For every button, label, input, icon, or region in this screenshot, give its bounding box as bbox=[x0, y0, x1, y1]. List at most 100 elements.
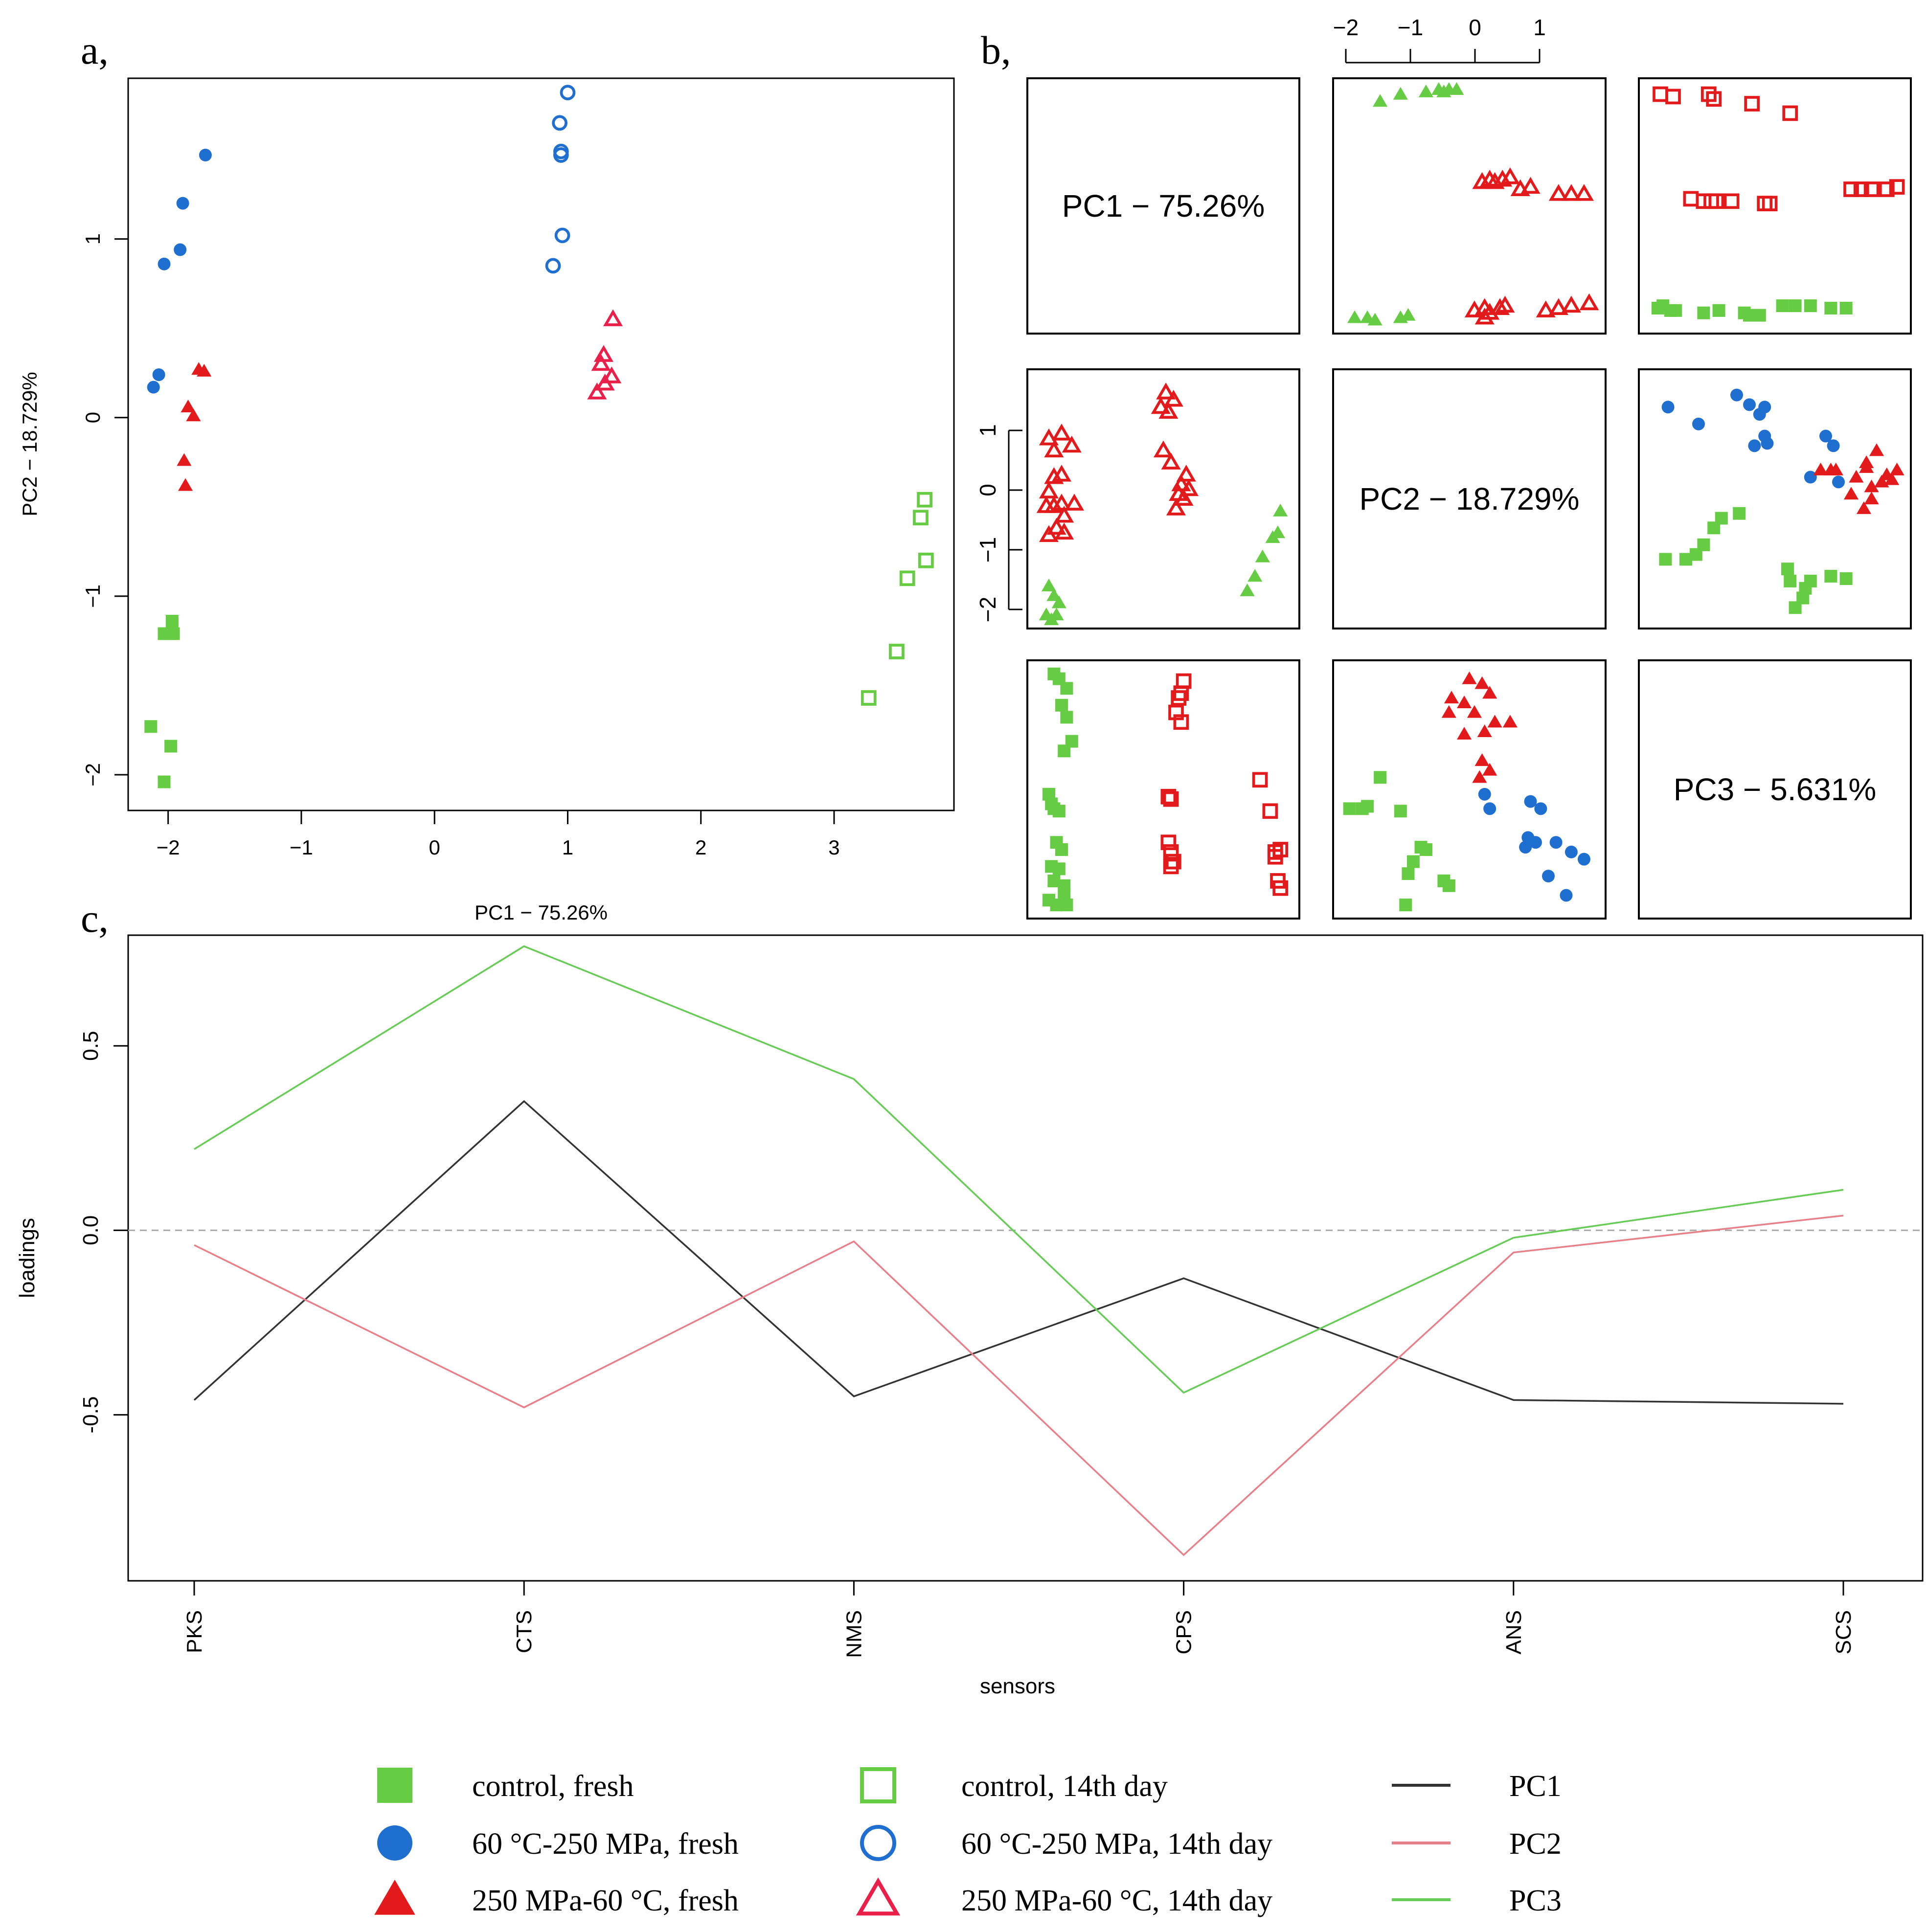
legend-item: PC1 bbox=[1392, 1770, 1562, 1803]
scatter-point bbox=[861, 690, 877, 706]
x-tick-label: 3 bbox=[828, 836, 839, 859]
panel-b-left-axis: −2 −1 0 1 bbox=[975, 424, 1022, 622]
pairs-point bbox=[1160, 788, 1177, 805]
pairs-point bbox=[1462, 671, 1477, 684]
pairs-point bbox=[1054, 506, 1074, 523]
pairs-point bbox=[1819, 429, 1832, 443]
pairs-point bbox=[1347, 310, 1362, 323]
scatter-point bbox=[181, 400, 196, 412]
pairs-point bbox=[1548, 298, 1568, 315]
pairs-point bbox=[1487, 715, 1502, 728]
pairs-cell-r1c0 bbox=[1026, 368, 1300, 629]
legend-label: PC1 bbox=[1509, 1770, 1562, 1803]
pairs-point bbox=[1044, 467, 1064, 484]
series-line-pc1 bbox=[193, 1100, 1844, 1405]
scatter-point bbox=[197, 363, 212, 377]
pairs-point bbox=[1856, 501, 1872, 514]
pairs-point bbox=[1879, 181, 1895, 197]
pairs-point bbox=[1561, 295, 1581, 313]
pairs-point bbox=[1500, 167, 1520, 184]
pairs-point bbox=[1051, 424, 1072, 441]
pairs-point bbox=[1712, 304, 1725, 317]
top-axis-tick-label: 0 bbox=[1469, 15, 1481, 40]
pairs-point bbox=[1864, 492, 1879, 505]
pairs-point bbox=[1262, 803, 1278, 819]
scatter-point bbox=[144, 720, 158, 733]
scatter-point bbox=[167, 627, 180, 640]
pairs-point bbox=[1060, 682, 1073, 695]
legend-label: control, fresh bbox=[472, 1770, 634, 1803]
pairs-point bbox=[1889, 179, 1905, 195]
pairs-point bbox=[1477, 724, 1492, 738]
scatter-point bbox=[147, 381, 160, 394]
pairs-point bbox=[1039, 428, 1059, 446]
pairs-point bbox=[1361, 800, 1374, 813]
pairs-point bbox=[1474, 307, 1495, 325]
pairs-point bbox=[1824, 570, 1837, 583]
panel-b-top-axis: −2 −1 0 1 bbox=[1333, 15, 1546, 64]
pairs-point bbox=[1536, 300, 1556, 317]
panel-c-frame bbox=[127, 934, 1924, 1582]
left-axis-tick-label: 1 bbox=[975, 424, 1000, 437]
pairs-point bbox=[1049, 607, 1064, 621]
pairs-point bbox=[1804, 471, 1817, 484]
pairs-point bbox=[1577, 853, 1590, 866]
pairs-point bbox=[1467, 705, 1482, 718]
legend-label: PC3 bbox=[1509, 1884, 1562, 1917]
scatter-point bbox=[177, 453, 192, 466]
pairs-point bbox=[1474, 753, 1490, 766]
pairs-point bbox=[1579, 293, 1599, 311]
pairs-point bbox=[1784, 574, 1797, 587]
pairs-point bbox=[1843, 181, 1859, 197]
pairs-point bbox=[1064, 494, 1085, 511]
legend-marker bbox=[374, 1879, 415, 1915]
panel-c-x-label: sensors bbox=[980, 1674, 1055, 1698]
legend-marker bbox=[856, 1877, 901, 1916]
pairs-point bbox=[1039, 525, 1059, 542]
pairs-point bbox=[1472, 770, 1487, 783]
scatter-point bbox=[899, 570, 915, 586]
pairs-point bbox=[1863, 181, 1880, 197]
pairs-point bbox=[1849, 470, 1864, 483]
series-line-pc3 bbox=[194, 945, 1844, 1394]
pairs-point bbox=[1520, 177, 1541, 194]
scatter-point bbox=[174, 243, 187, 256]
panel-a-y-axis: −2 −1 0 1 bbox=[81, 233, 128, 786]
pairs-point bbox=[1247, 569, 1263, 582]
pairs-point bbox=[1153, 440, 1174, 458]
pairs-point bbox=[1255, 549, 1270, 562]
pairs-point bbox=[1542, 870, 1555, 883]
pairs-point bbox=[1669, 304, 1682, 317]
scatter-point bbox=[176, 197, 189, 210]
pairs-point bbox=[1548, 184, 1568, 201]
pairs-point bbox=[1163, 389, 1183, 407]
legend-label: control, 14th day bbox=[961, 1770, 1168, 1803]
left-axis-tick-label: −2 bbox=[975, 597, 1000, 622]
pairs-point bbox=[1062, 435, 1082, 453]
pairs-cell-r2c2: PC3 − 5.631% bbox=[1638, 659, 1912, 920]
scatter-point bbox=[186, 408, 201, 422]
scatter-point bbox=[560, 85, 576, 101]
pairs-point bbox=[1441, 705, 1456, 718]
scatter-point bbox=[591, 354, 611, 371]
top-axis-tick-label: −1 bbox=[1398, 15, 1423, 40]
legend-item: 60 °C-250 MPa, fresh bbox=[377, 1825, 739, 1861]
pairs-point bbox=[1176, 465, 1196, 482]
pairs-point bbox=[1474, 676, 1490, 689]
pairs-point bbox=[1046, 588, 1062, 601]
panel-a-y-label: PC2 − 18.729% bbox=[18, 372, 41, 516]
series-line-pc2 bbox=[194, 1214, 1844, 1556]
pairs-point bbox=[1058, 879, 1071, 892]
pairs-point bbox=[1490, 298, 1510, 315]
pairs-point bbox=[1267, 849, 1283, 865]
y-tick-label: 0.5 bbox=[79, 1031, 103, 1061]
pairs-point bbox=[1051, 494, 1072, 511]
pairs-point bbox=[1161, 452, 1181, 470]
panel-b-cells: PC1 − 75.26% PC2 − 18.729% PC3 − 5.631% bbox=[1026, 77, 1912, 920]
left-axis-tick-label: −1 bbox=[975, 537, 1000, 562]
pairs-point bbox=[1044, 440, 1064, 458]
legend-label: 250 MPa-60 °C, 14th day bbox=[961, 1884, 1272, 1917]
legend-marker bbox=[377, 1825, 412, 1861]
legend-item: control, fresh bbox=[377, 1768, 634, 1803]
pairs-point bbox=[1502, 715, 1518, 728]
